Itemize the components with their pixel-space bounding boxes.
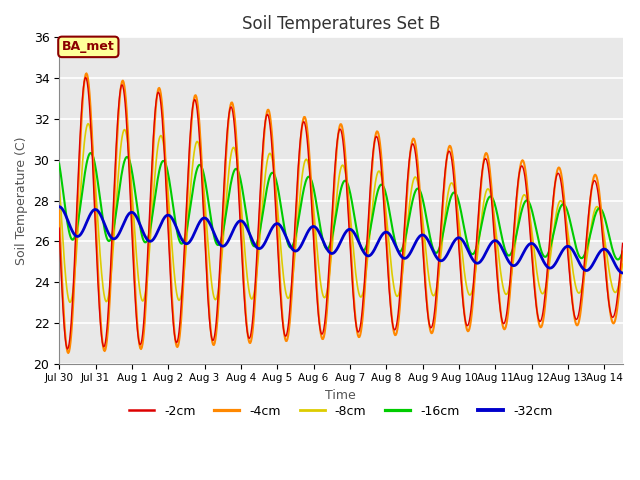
Text: BA_met: BA_met	[62, 40, 115, 53]
Y-axis label: Soil Temperature (C): Soil Temperature (C)	[15, 136, 28, 265]
Legend: -2cm, -4cm, -8cm, -16cm, -32cm: -2cm, -4cm, -8cm, -16cm, -32cm	[124, 400, 557, 423]
Title: Soil Temperatures Set B: Soil Temperatures Set B	[242, 15, 440, 33]
X-axis label: Time: Time	[326, 389, 356, 402]
